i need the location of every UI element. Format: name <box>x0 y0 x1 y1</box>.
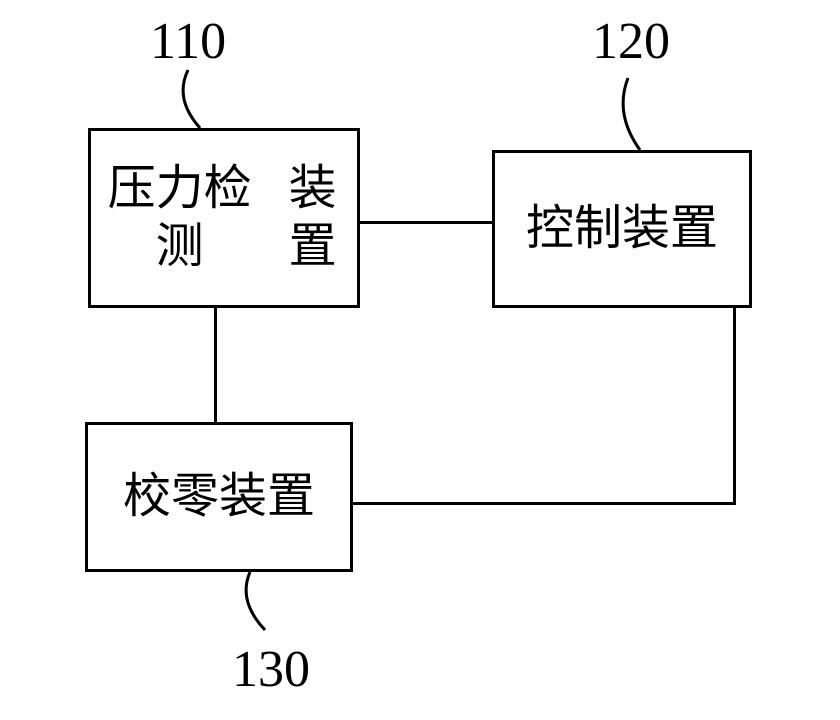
edge-n120-n130 <box>733 308 736 505</box>
node-line: 控制装置 <box>526 200 718 258</box>
edge-n110-n120 <box>360 221 492 224</box>
node-n120: 控制装置 <box>492 150 752 308</box>
ref-number-130: 130 <box>232 640 310 699</box>
callout-120 <box>598 73 670 155</box>
node-line: 压力检测 <box>91 160 268 275</box>
node-n130: 校零装置 <box>85 422 353 572</box>
diagram-canvas: 压力检测装置 110 控制装置 120 校零装置 130 <box>0 0 840 720</box>
node-line: 校零装置 <box>123 468 315 526</box>
callout-130 <box>220 567 295 635</box>
callout-110 <box>158 65 230 133</box>
ref-number-120: 120 <box>592 12 670 71</box>
edge-n120-n130 <box>353 502 736 505</box>
ref-number-110: 110 <box>150 12 226 71</box>
node-line: 装置 <box>268 160 357 275</box>
edge-n110-n130 <box>214 308 217 422</box>
node-n110: 压力检测装置 <box>88 128 360 308</box>
